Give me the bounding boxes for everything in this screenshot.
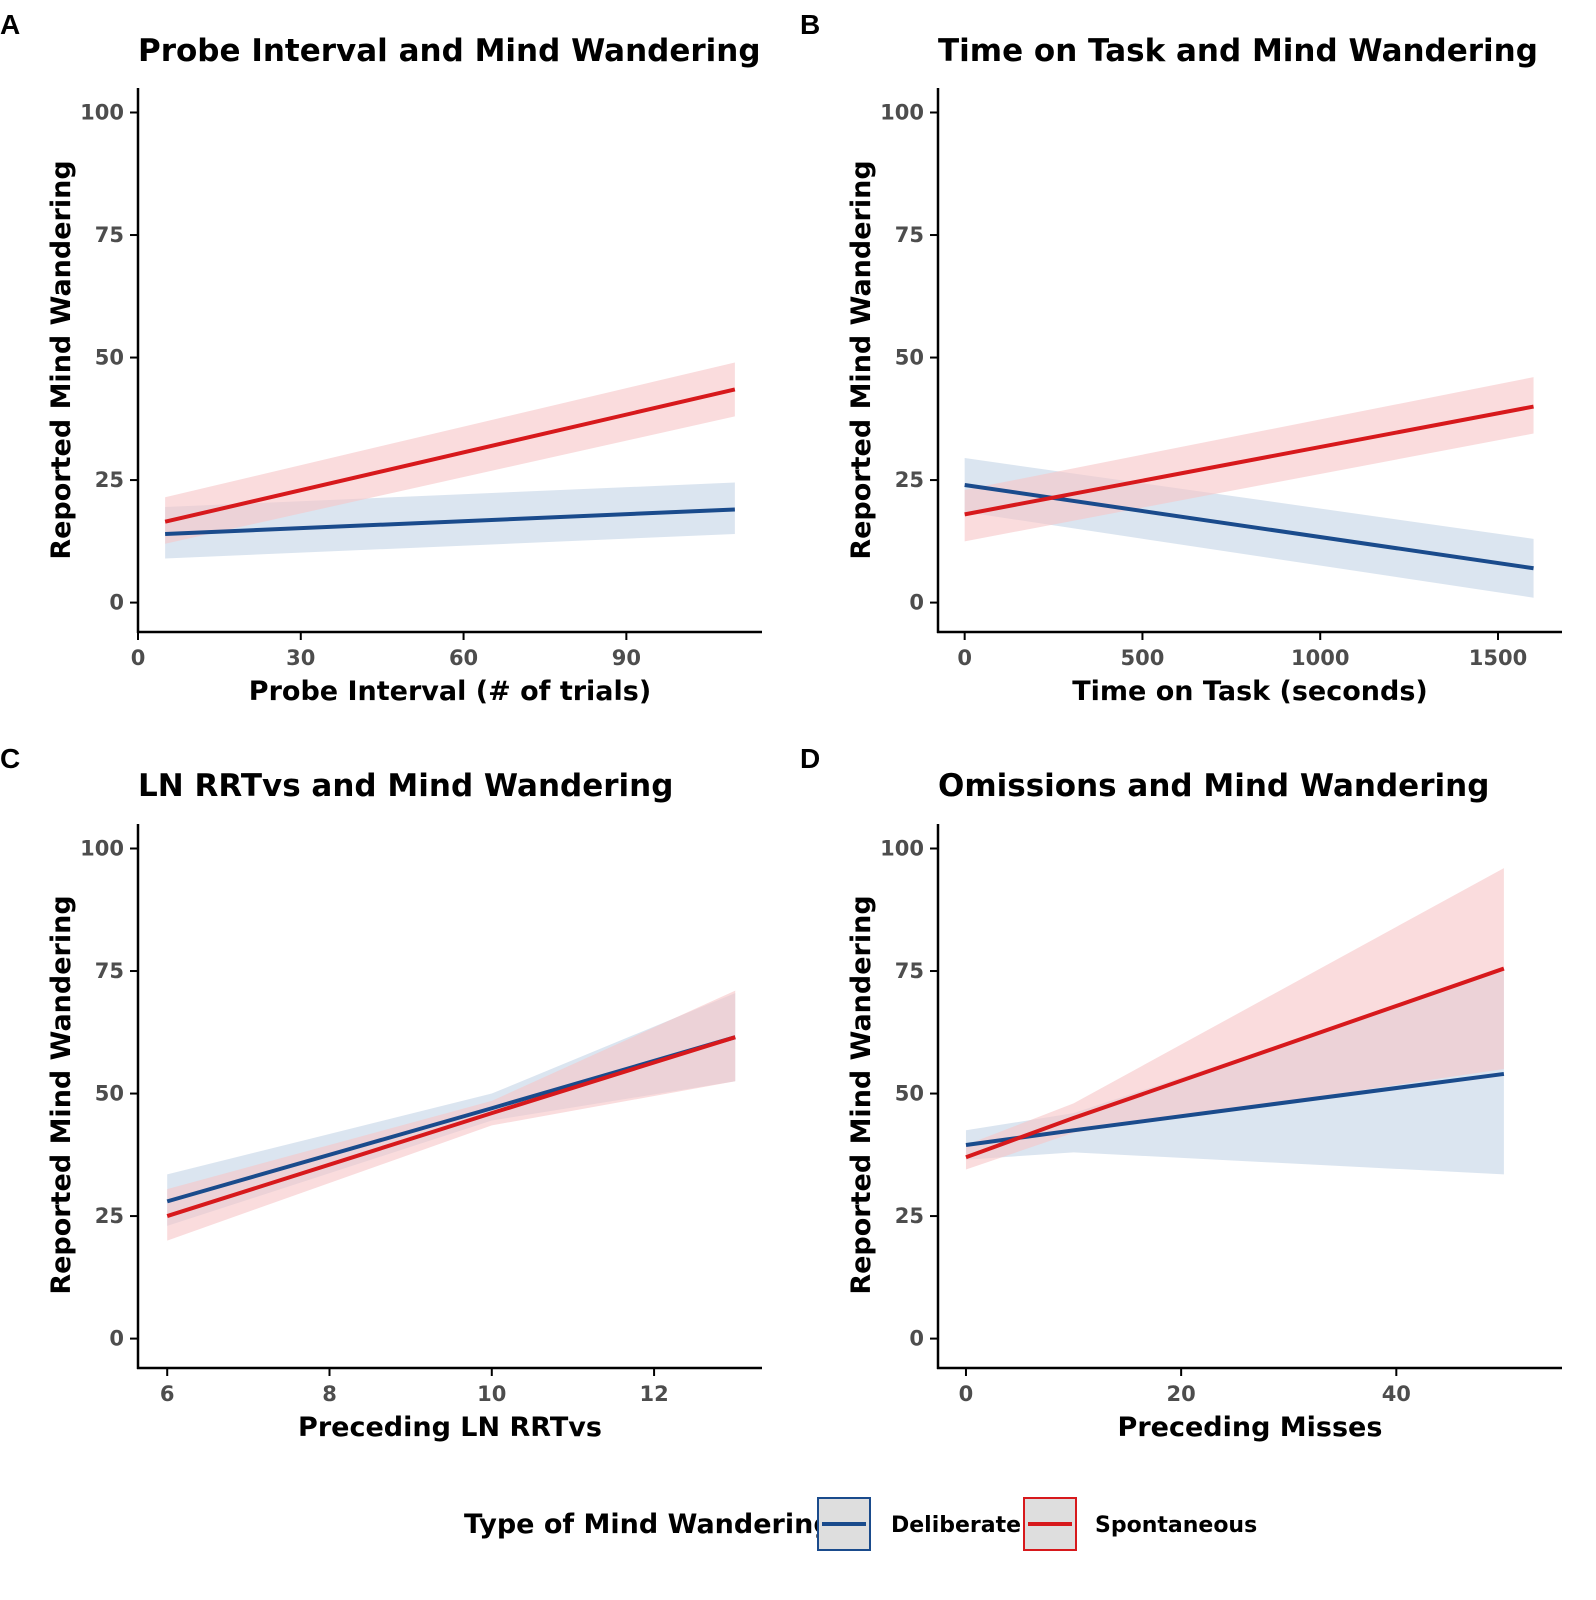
- y-tick-label: 75: [95, 223, 124, 247]
- panel-d: D Omissions and Mind Wandering Reported …: [800, 743, 1562, 1443]
- series-line-deliberate: [964, 482, 1534, 571]
- chart-title: Probe Interval and Mind Wandering: [138, 33, 761, 69]
- y-tick-label: 0: [109, 591, 124, 615]
- x-tick-label: 60: [449, 646, 478, 670]
- x-axis-label: Probe Interval (# of trials): [249, 676, 651, 707]
- x-tick-label: 12: [639, 1382, 668, 1406]
- y-tick-label: 25: [95, 468, 124, 492]
- panel-a: A Probe Interval and Mind Wandering Repo…: [0, 9, 762, 707]
- x-tick-label: 6: [160, 1382, 175, 1406]
- panel-letter: B: [800, 9, 820, 40]
- y-tick-label: 100: [80, 101, 124, 125]
- x-tick-label: 0: [131, 646, 146, 670]
- confidence-band-spontaneous: [965, 868, 1504, 1170]
- x-tick-label: 0: [959, 1382, 974, 1406]
- y-axis-label: Reported Mind Wandering: [46, 895, 77, 1294]
- chart-title: Omissions and Mind Wandering: [938, 768, 1489, 804]
- confidence-band-spontaneous: [165, 362, 735, 544]
- y-tick-label: 25: [95, 1204, 124, 1228]
- x-axis-label: Preceding Misses: [1118, 1412, 1383, 1443]
- series-line-spontaneous: [164, 387, 736, 524]
- plot-area: 0 25 50 75 100 6 8 10 12: [80, 824, 762, 1406]
- y-axis-label: Reported Mind Wandering: [846, 895, 877, 1294]
- x-tick-label: 0: [957, 646, 972, 670]
- chart-title: LN RRTvs and Mind Wandering: [138, 768, 673, 804]
- series-line-spontaneous: [166, 1035, 736, 1218]
- x-tick-label: 30: [286, 646, 315, 670]
- series-line-deliberate: [165, 507, 735, 536]
- legend-title: Type of Mind Wandering: [464, 1509, 833, 1540]
- y-tick-label: 0: [909, 1327, 924, 1351]
- chart-title: Time on Task and Mind Wandering: [938, 33, 1538, 69]
- confidence-band-spontaneous: [167, 990, 736, 1241]
- y-tick-label: 50: [895, 346, 924, 370]
- y-tick-label: 100: [80, 837, 124, 861]
- legend: Type of Mind Wandering Deliberate Sponta…: [464, 1497, 1257, 1551]
- x-tick-label: 20: [1167, 1382, 1196, 1406]
- panel-c: C LN RRTvs and Mind Wandering Reported M…: [0, 743, 762, 1443]
- plot-area: 0 25 50 75 100 0 30 60 90: [80, 88, 762, 670]
- legend-label-deliberate: Deliberate: [891, 1513, 1021, 1538]
- plot-area: 0 25 50 75 100 0 20 40: [880, 824, 1562, 1406]
- y-axis-label: Reported Mind Wandering: [46, 160, 77, 559]
- series-line-spontaneous: [964, 404, 1534, 517]
- y-tick-label: 100: [880, 837, 924, 861]
- legend-label-spontaneous: Spontaneous: [1095, 1513, 1257, 1538]
- x-tick-label: 1500: [1469, 646, 1527, 670]
- y-tick-label: 25: [895, 468, 924, 492]
- series-line-spontaneous: [965, 966, 1505, 1160]
- y-tick-label: 50: [95, 1082, 124, 1106]
- y-tick-label: 50: [95, 346, 124, 370]
- x-tick-label: 10: [477, 1382, 506, 1406]
- x-axis-label: Time on Task (seconds): [1072, 676, 1428, 707]
- panel-b: B Time on Task and Mind Wandering Report…: [800, 9, 1562, 707]
- y-tick-label: 75: [95, 959, 124, 983]
- y-tick-label: 50: [895, 1082, 924, 1106]
- x-tick-label: 90: [612, 646, 641, 670]
- x-tick-label: 8: [322, 1382, 337, 1406]
- y-axis-label: Reported Mind Wandering: [846, 160, 877, 559]
- x-tick-label: 1000: [1291, 646, 1349, 670]
- x-axis-label: Preceding LN RRTvs: [298, 1412, 602, 1443]
- y-tick-label: 100: [880, 101, 924, 125]
- y-tick-label: 25: [895, 1204, 924, 1228]
- series-line-deliberate: [965, 1071, 1505, 1147]
- panel-letter: C: [0, 743, 20, 774]
- y-tick-label: 0: [109, 1327, 124, 1351]
- y-tick-label: 75: [895, 223, 924, 247]
- x-tick-label: 40: [1382, 1382, 1411, 1406]
- panel-letter: D: [800, 743, 820, 774]
- panel-letter: A: [0, 9, 20, 40]
- y-tick-label: 75: [895, 959, 924, 983]
- y-tick-label: 0: [909, 591, 924, 615]
- x-tick-label: 500: [1121, 646, 1165, 670]
